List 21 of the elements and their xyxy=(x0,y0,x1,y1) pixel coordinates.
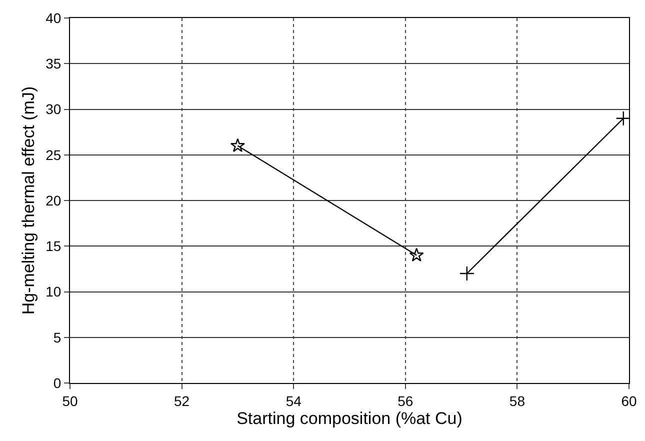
x-tick-label: 56 xyxy=(398,392,414,409)
y-tick-label: 15 xyxy=(46,238,62,254)
x-tick-label: 52 xyxy=(174,392,190,409)
point xyxy=(230,138,245,152)
point xyxy=(409,248,424,262)
point xyxy=(616,110,629,126)
x-axis-title: Starting composition (%at Cu) xyxy=(236,408,462,428)
x-tick-label: 54 xyxy=(286,392,302,409)
x-tick-label: 58 xyxy=(509,392,526,409)
y-tick-label: 5 xyxy=(53,329,62,346)
y-tick-label: 40 xyxy=(46,10,62,26)
point xyxy=(459,266,474,282)
y-axis-title: Hg-melting thermal effect (mJ) xyxy=(19,86,38,315)
y-tick-label: 20 xyxy=(46,192,62,208)
y-tick-label: 0 xyxy=(53,374,62,391)
y-tick-label: 25 xyxy=(46,146,62,163)
x-tick-label: 50 xyxy=(62,392,78,409)
y-tick-label: 30 xyxy=(46,101,62,118)
y-tick-label: 35 xyxy=(46,56,62,72)
y-tick-label: 10 xyxy=(46,284,62,300)
x-tick-label: 60 xyxy=(621,392,637,409)
